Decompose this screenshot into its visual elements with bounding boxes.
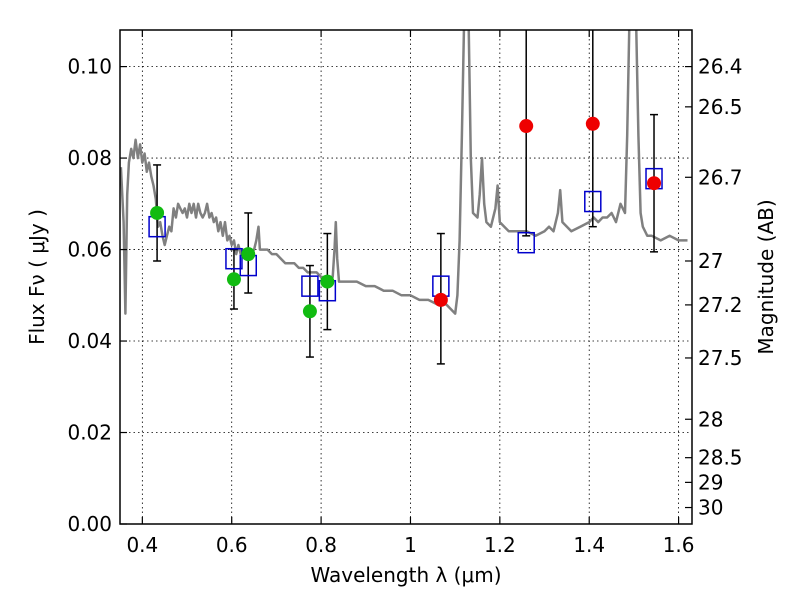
x-tick-label: 0.8: [305, 533, 337, 557]
model-photometry-box: [517, 231, 535, 254]
observed-point-green: [226, 272, 241, 287]
y-tick-label: 0.00: [67, 512, 112, 536]
x-tick-label: 1: [404, 533, 417, 557]
magnitude-tick-label: 27.2: [698, 293, 743, 317]
model-photometry-box: [301, 275, 319, 297]
observed-point-red: [585, 116, 600, 131]
observed-point-red: [647, 176, 662, 191]
magnitude-tick-label: 26.7: [698, 165, 743, 189]
magnitude-tick-label: 28: [698, 407, 723, 431]
observed-point-red: [433, 292, 448, 307]
magnitude-tick-label: 28.5: [698, 446, 743, 470]
plot-frame: [119, 29, 693, 525]
magnitude-tick-label: 27: [698, 249, 723, 273]
error-bars: [153, 30, 659, 365]
y-tick-label: 0.02: [67, 421, 112, 445]
observed-point-green: [150, 205, 165, 220]
model-photometry-box: [584, 190, 602, 213]
observed-point-green: [241, 247, 256, 262]
model-photometry-box: [225, 247, 243, 270]
y-axis-label: Flux Fν ( μJy ): [25, 209, 49, 345]
x-tick-label: 1.4: [573, 533, 605, 557]
model-spectrum-line: [120, 30, 688, 315]
x-axis-ticks: 0.4 0.6 0.8 1 1.2 1.4 1.6: [126, 30, 695, 557]
observed-point-green: [320, 274, 335, 289]
magnitude-axis-label: Magnitude (AB): [754, 199, 778, 354]
x-tick-label: 0.4: [126, 533, 158, 557]
observed-point-green: [302, 304, 317, 319]
observed-point-red: [519, 119, 534, 134]
x-tick-label: 1.2: [484, 533, 516, 557]
magnitude-tick-label: 26.5: [698, 95, 743, 119]
grid-lines: [120, 30, 692, 524]
y-tick-label: 0.08: [67, 146, 112, 170]
plot-area: [120, 30, 688, 365]
magnitude-tick-label: 26.4: [698, 55, 743, 79]
magnitude-tick-label: 29: [698, 470, 723, 494]
magnitude-tick-label: 27.5: [698, 346, 743, 370]
y-tick-label: 0.04: [67, 329, 112, 353]
x-tick-label: 1.6: [663, 533, 695, 557]
observed-points: [150, 116, 662, 319]
x-axis-label: Wavelength λ (μm): [310, 563, 501, 587]
x-tick-label: 0.6: [216, 533, 248, 557]
magnitude-tick-label: 30: [698, 496, 723, 520]
y-tick-label: 0.10: [67, 55, 112, 79]
y-axis-ticks: 0.00 0.02 0.04 0.06 0.08 0.10: [67, 55, 127, 536]
y-tick-label: 0.06: [67, 238, 112, 262]
